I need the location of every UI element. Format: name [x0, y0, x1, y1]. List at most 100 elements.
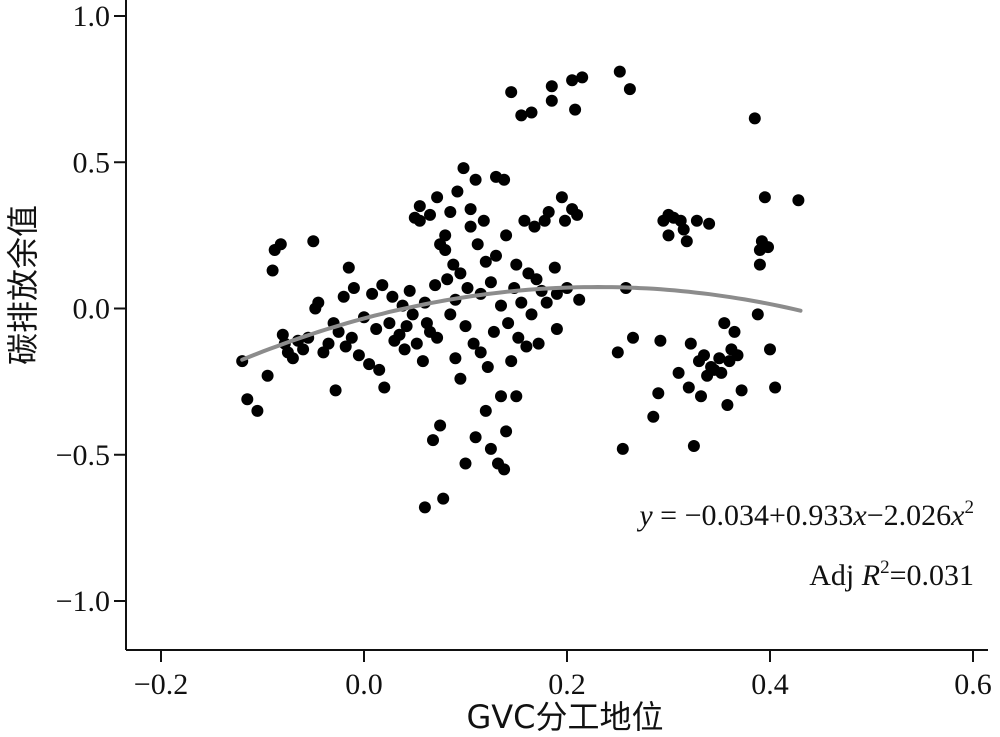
scatter-point: [437, 492, 450, 505]
scatter-point: [510, 390, 523, 403]
scatter-point: [764, 343, 776, 356]
scatter-point: [403, 284, 416, 297]
scatter-point: [337, 290, 350, 303]
scatter-point: [571, 208, 584, 221]
scatter-point: [542, 206, 555, 218]
scatter-point: [682, 381, 695, 394]
scatter-point: [713, 352, 726, 365]
scatter-point: [662, 229, 675, 242]
eq-y-var: y: [636, 499, 653, 532]
scatter-point: [515, 296, 528, 309]
x-tick-label: −0.2: [134, 668, 188, 701]
scatter-point: [545, 80, 558, 93]
scatter-point: [451, 185, 464, 198]
scatter-point: [366, 287, 379, 300]
scatter-point: [345, 331, 358, 344]
scatter-point: [753, 258, 766, 271]
scatter-point: [400, 320, 413, 333]
scatter-point: [550, 287, 563, 300]
scatter-point: [672, 366, 685, 379]
scatter-point: [690, 214, 703, 227]
scatter-point: [431, 191, 444, 204]
scatter-point: [439, 244, 452, 256]
scatter-point: [569, 103, 582, 116]
scatter-point: [376, 279, 389, 292]
scatter-point: [502, 317, 515, 330]
scatter-point: [429, 279, 442, 292]
scatter-point: [528, 220, 541, 233]
scatter-point: [467, 337, 480, 350]
scatter-point: [695, 390, 707, 403]
scatter-point: [352, 349, 365, 362]
scatter-point: [751, 308, 764, 321]
scatter-point: [518, 214, 531, 227]
scatter-point: [484, 442, 497, 455]
scatter-point: [459, 320, 472, 333]
scatter-point: [461, 282, 474, 294]
scatter-point: [684, 337, 697, 350]
scatter-point: [373, 363, 386, 376]
x-tick-label: 0.2: [548, 668, 586, 701]
scatter-point: [505, 86, 518, 99]
scatter-point: [654, 334, 667, 347]
adj-prefix: Adj: [809, 559, 862, 592]
scatter-point: [322, 337, 335, 350]
scatter-point: [566, 74, 579, 87]
scatter-point: [540, 296, 553, 309]
scatter-point: [530, 273, 543, 286]
scatter-point: [251, 404, 264, 417]
scatter-point: [241, 393, 254, 406]
scatter-point: [398, 343, 411, 356]
scatter-point: [500, 229, 513, 242]
scatter-point: [479, 255, 492, 268]
scatter-point: [471, 238, 484, 251]
scatter-point: [464, 203, 477, 216]
scatter-point: [469, 173, 482, 186]
scatter-point: [383, 317, 396, 330]
y-ticks: −1.0 −0.5 0.0 0.5 1.0: [56, 0, 126, 618]
scatter-point: [498, 463, 511, 476]
scatter-point: [274, 238, 287, 251]
y-tick-label: 1.0: [73, 0, 111, 33]
scatter-point: [731, 349, 744, 362]
scatter-point: [416, 355, 429, 368]
scatter-point: [457, 162, 470, 175]
scatter-point: [439, 229, 452, 242]
scatter-point: [548, 261, 561, 274]
y-tick-label: −1.0: [56, 585, 110, 618]
scatter-point: [393, 328, 406, 341]
scatter-point: [363, 358, 376, 371]
scatter-point: [721, 399, 734, 411]
scatter-point: [386, 290, 399, 303]
scatter-point: [410, 337, 423, 350]
scatter-point: [444, 308, 457, 321]
scatter-point: [424, 208, 436, 221]
eq-superscript: 2: [965, 497, 975, 518]
eq-part-1: = −0.034+0.933: [653, 499, 854, 532]
scatter-point: [616, 442, 629, 455]
y-axis-title: 碳排放余值: [4, 205, 42, 365]
scatter-point: [454, 372, 467, 385]
fit-equation: y = −0.034+0.933x−2.026x2: [636, 497, 974, 532]
scatter-point: [677, 223, 690, 236]
r-superscript: 2: [880, 557, 890, 578]
scatter-point: [623, 83, 636, 96]
scatter-point: [261, 369, 274, 382]
scatter-point: [474, 346, 487, 359]
scatter-point: [495, 299, 507, 312]
scatter-point: [339, 340, 352, 353]
x-ticks: −0.2 0.0 0.2 0.4 0.6: [134, 650, 992, 701]
scatter-point: [464, 220, 477, 233]
scatter-point: [427, 434, 439, 447]
scatter-point: [342, 261, 355, 274]
scatter-point: [748, 112, 761, 125]
scatter-point: [532, 337, 545, 350]
scatter-point: [515, 109, 528, 122]
x-axis-title: GVC分工地位: [466, 698, 663, 736]
adj-r2-label: Adj R2=0.031: [809, 557, 974, 592]
scatter-point: [487, 325, 500, 338]
axes: −0.2 0.0 0.2 0.4 0.6 −1.0 −0.5 0.0 0.5 1.0: [56, 0, 992, 701]
scatter-point: [406, 308, 419, 321]
scatter-point: [559, 214, 571, 227]
scatter-point: [378, 381, 391, 394]
